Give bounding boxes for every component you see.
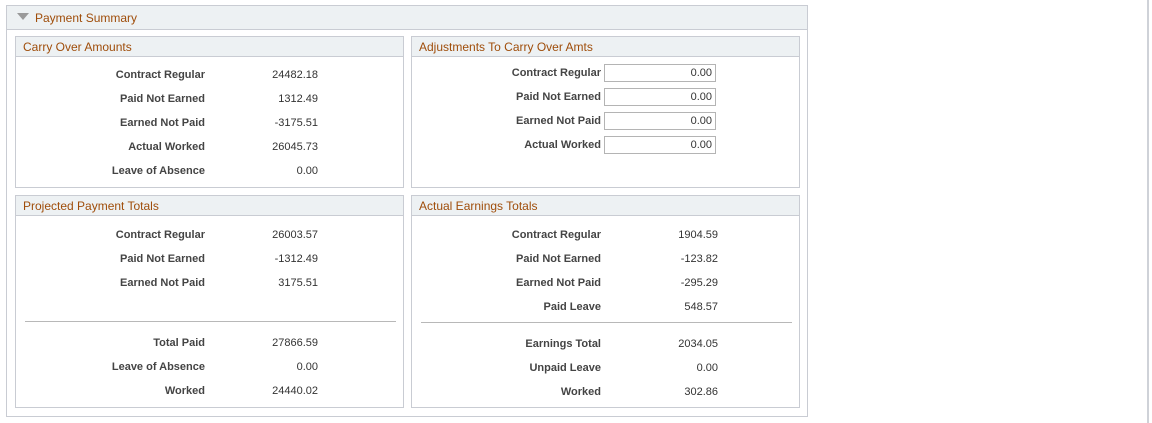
field-label: Unpaid Leave: [529, 362, 601, 374]
field-value: 0.00: [296, 165, 318, 177]
field-value: 24482.18: [272, 69, 318, 81]
field-value: 26003.57: [272, 229, 318, 241]
field-label: Paid Not Earned: [120, 253, 205, 265]
page-right-border: [1147, 0, 1149, 423]
field-label: Earned Not Paid: [120, 277, 205, 289]
adjustments-title: Adjustments To Carry Over Amts: [419, 40, 593, 54]
adj-paid-not-earned-input[interactable]: 0.00: [604, 88, 716, 106]
adj-contract-regular-input[interactable]: 0.00: [604, 64, 716, 82]
collapse-triangle-icon[interactable]: [17, 13, 29, 20]
carry-over-title: Carry Over Amounts: [23, 40, 132, 54]
section-title[interactable]: Payment Summary: [35, 11, 138, 25]
field-label: Earnings Total: [525, 338, 601, 350]
field-value: -3175.51: [274, 117, 318, 129]
actual-title: Actual Earnings Totals: [419, 199, 538, 213]
input-value: 0.00: [690, 115, 712, 127]
adjustments-row-earned-not-paid: Earned Not Paid 0.00: [412, 112, 799, 131]
carry-over-amounts-box: Carry Over Amounts Contract Regular 2448…: [15, 36, 404, 188]
field-label: Actual Worked: [128, 141, 205, 153]
adjustments-box: Adjustments To Carry Over Amts Contract …: [411, 36, 800, 188]
field-label: Paid Not Earned: [516, 91, 601, 103]
field-label: Earned Not Paid: [516, 277, 601, 289]
input-value: 0.00: [690, 67, 712, 79]
adj-earned-not-paid-input[interactable]: 0.00: [604, 112, 716, 130]
field-label: Leave of Absence: [111, 361, 205, 373]
field-value: 26045.73: [272, 141, 318, 153]
projected-title: Projected Payment Totals: [23, 199, 159, 213]
field-value: 2034.05: [678, 338, 718, 350]
input-value: 0.00: [690, 91, 712, 103]
field-value: 1904.59: [678, 229, 718, 241]
field-label: Worked: [560, 386, 601, 398]
adjustments-header: Adjustments To Carry Over Amts: [412, 37, 799, 57]
field-label: Leave of Absence: [111, 165, 205, 177]
actual-header: Actual Earnings Totals: [412, 196, 799, 216]
field-value: 548.57: [684, 301, 718, 313]
payment-summary-header[interactable]: Payment Summary: [7, 6, 807, 30]
field-value: 3175.51: [278, 277, 318, 289]
payment-summary-section: Payment Summary Carry Over Amounts Contr…: [6, 5, 808, 417]
field-value: 27866.59: [272, 337, 318, 349]
field-value: 302.86: [684, 386, 718, 398]
field-label: Actual Worked: [524, 139, 601, 151]
field-value: 0.00: [696, 362, 718, 374]
field-label: Contract Regular: [511, 229, 601, 241]
field-value: 0.00: [296, 361, 318, 373]
totals-divider: [25, 321, 396, 322]
field-label: Contract Regular: [115, 229, 205, 241]
adjustments-row-contract-regular: Contract Regular 0.00: [412, 64, 799, 83]
field-value: -1312.49: [274, 253, 318, 265]
totals-divider: [421, 322, 792, 323]
field-value: 1312.49: [278, 93, 318, 105]
projected-payment-totals-box: Projected Payment Totals Contract Regula…: [15, 195, 404, 408]
field-label: Contract Regular: [511, 67, 601, 79]
field-label: Paid Not Earned: [120, 93, 205, 105]
field-value: 24440.02: [272, 385, 318, 397]
projected-header: Projected Payment Totals: [16, 196, 403, 216]
field-label: Contract Regular: [115, 69, 205, 81]
actual-earnings-totals-box: Actual Earnings Totals Contract Regular …: [411, 195, 800, 408]
field-value: -123.82: [680, 253, 718, 265]
field-label: Worked: [164, 385, 205, 397]
field-label: Earned Not Paid: [516, 115, 601, 127]
field-label: Total Paid: [153, 337, 205, 349]
field-value: -295.29: [680, 277, 718, 289]
adj-actual-worked-input[interactable]: 0.00: [604, 136, 716, 154]
adjustments-row-paid-not-earned: Paid Not Earned 0.00: [412, 88, 799, 107]
adjustments-row-actual-worked: Actual Worked 0.00: [412, 136, 799, 155]
input-value: 0.00: [690, 139, 712, 151]
field-label: Paid Not Earned: [516, 253, 601, 265]
field-label: Earned Not Paid: [120, 117, 205, 129]
carry-over-header: Carry Over Amounts: [16, 37, 403, 57]
field-label: Paid Leave: [543, 301, 601, 313]
